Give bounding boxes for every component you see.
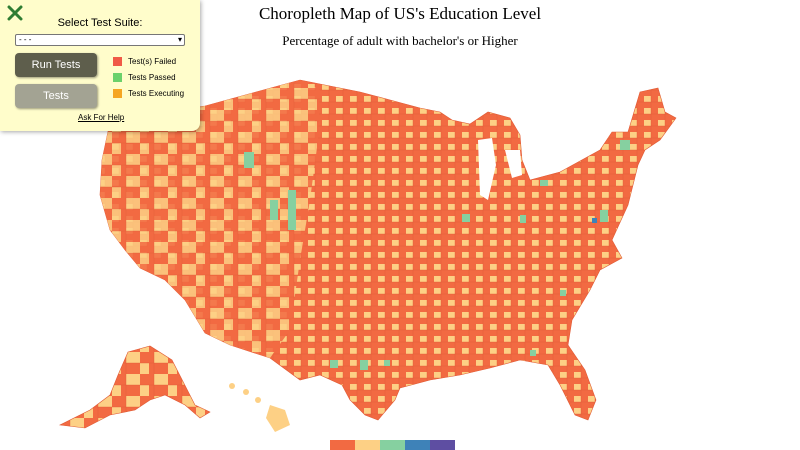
legend-row-failed: Test(s) Failed: [113, 57, 176, 66]
select-suite-label: Select Test Suite:: [57, 17, 143, 29]
ask-for-help-link[interactable]: Ask For Help: [78, 113, 125, 122]
high-education-counties: [244, 140, 630, 370]
test-suite-panel: Select Test Suite: - - - ▾ Run Tests Tes…: [0, 0, 200, 131]
hawaii-shape: [229, 383, 290, 432]
passed-label: Tests Passed: [128, 73, 176, 82]
western-region: [100, 80, 320, 358]
alaska-shape: [58, 345, 211, 429]
great-lakes: [478, 138, 522, 200]
tests-button[interactable]: Tests: [15, 84, 97, 108]
page-subtitle: Percentage of adult with bachelor's or H…: [282, 33, 518, 48]
us-choropleth-map: [58, 79, 677, 432]
legend-swatch: [355, 440, 380, 450]
highest-education-counties: [592, 218, 597, 223]
passed-swatch: [113, 73, 122, 82]
legend-swatch: [380, 440, 405, 450]
run-tests-button[interactable]: Run Tests: [15, 53, 97, 77]
legend-row-passed: Tests Passed: [113, 73, 176, 82]
executing-swatch: [113, 89, 122, 98]
legend-swatch: [405, 440, 430, 450]
legend-swatch: [330, 440, 355, 450]
executing-label: Tests Executing: [128, 89, 185, 98]
test-suite-select-value: - - -: [19, 35, 32, 44]
legend-swatch: [430, 440, 455, 450]
failed-label: Test(s) Failed: [128, 57, 177, 66]
chevron-down-icon: ▾: [177, 35, 182, 44]
close-icon[interactable]: [7, 5, 23, 21]
page-title: Choropleth Map of US's Education Level: [258, 4, 542, 23]
map-legend: [330, 440, 455, 450]
test-suite-select[interactable]: - - - ▾: [15, 34, 185, 46]
legend-row-executing: Tests Executing: [113, 89, 184, 98]
failed-swatch: [113, 57, 122, 66]
